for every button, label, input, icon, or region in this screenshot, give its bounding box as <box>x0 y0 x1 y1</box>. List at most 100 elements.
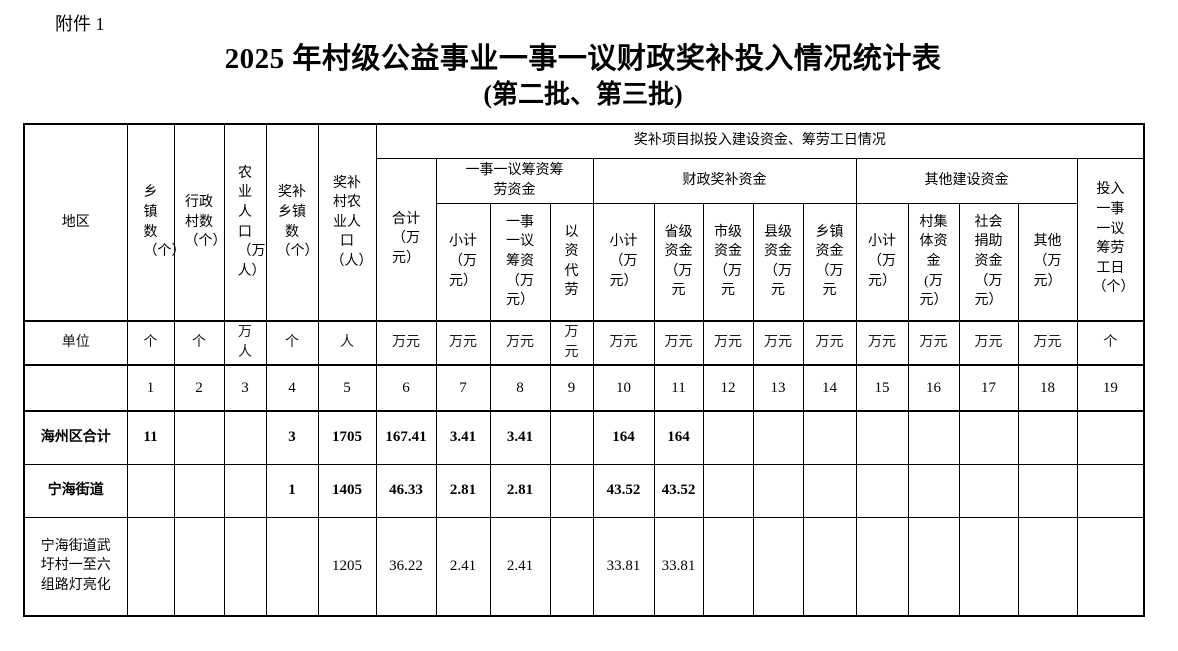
column-subheader: 省级资金（万元 <box>653 202 704 322</box>
data-cell: 3.41 <box>435 410 491 465</box>
data-cell: 33.81 <box>592 516 655 617</box>
column-number: 14 <box>802 364 857 412</box>
data-cell: 46.33 <box>375 463 437 518</box>
column-header: 农业人口（万人） <box>223 123 267 322</box>
data-cell <box>907 463 960 518</box>
data-cell <box>223 516 267 617</box>
data-cell <box>907 410 960 465</box>
group-subheader: 一事一议筹资筹劳资金 <box>435 157 594 204</box>
column-number: 9 <box>549 364 594 412</box>
data-cell <box>1017 410 1078 465</box>
data-cell <box>126 516 175 617</box>
data-cell <box>802 410 857 465</box>
unit-cell: 个 <box>1076 320 1145 366</box>
units-row-label: 单位 <box>23 320 128 366</box>
unit-cell: 万元 <box>907 320 960 366</box>
column-header: 奖补乡镇数（个） <box>265 123 319 322</box>
column-subheader: 县级资金（万元 <box>752 202 804 322</box>
data-cell <box>958 463 1019 518</box>
title-block: 2025 年村级公益事业一事一议财政奖补投入情况统计表 (第二批、第三批) <box>23 40 1143 111</box>
column-number: 11 <box>653 364 704 412</box>
column-number: 12 <box>702 364 754 412</box>
column-subheader: 一事一议筹资（万元） <box>489 202 551 322</box>
column-number: 13 <box>752 364 804 412</box>
data-cell <box>907 516 960 617</box>
unit-cell: 万元 <box>435 320 491 366</box>
column-subheader: 市级资金（万元 <box>702 202 754 322</box>
corner-header-region: 地区 <box>23 123 128 322</box>
data-cell <box>855 410 909 465</box>
group-subheader: 财政奖补资金 <box>592 157 857 204</box>
data-cell: 1705 <box>317 410 377 465</box>
data-cell: 2.81 <box>489 463 551 518</box>
column-subheader: 社会捐助资金（万元） <box>958 202 1019 322</box>
statistics-table: 地区 乡镇数（个） 行政村数（个） 农业人口（万人） 奖补乡镇数（个） 奖补村农业人口（人… <box>23 123 1146 617</box>
data-cell <box>752 463 804 518</box>
column-subheader: 小计（万元） <box>855 202 909 322</box>
data-cell <box>223 410 267 465</box>
data-cell <box>802 516 857 617</box>
unit-cell: 万元 <box>375 320 437 366</box>
column-number: 5 <box>317 364 377 412</box>
data-cell: 2.81 <box>435 463 491 518</box>
column-number: 3 <box>223 364 267 412</box>
data-cell <box>1017 516 1078 617</box>
column-header: 奖补村农业人口（人） <box>317 123 377 322</box>
unit-cell: 万元 <box>702 320 754 366</box>
data-cell <box>702 516 754 617</box>
column-number: 6 <box>375 364 437 412</box>
column-number: 17 <box>958 364 1019 412</box>
column-subheader: 以资代劳 <box>549 202 594 322</box>
unit-cell: 个 <box>126 320 175 366</box>
data-cell <box>855 516 909 617</box>
unit-cell: 万元 <box>958 320 1019 366</box>
column-number: 7 <box>435 364 491 412</box>
data-cell <box>173 463 225 518</box>
column-subheader: 其他（万元） <box>1017 202 1078 322</box>
unit-cell: 万元 <box>549 320 594 366</box>
unit-cell: 个 <box>173 320 225 366</box>
page-title: 2025 年村级公益事业一事一议财政奖补投入情况统计表 <box>224 43 942 75</box>
column-header: 行政村数（个） <box>173 123 227 322</box>
unit-cell: 人 <box>317 320 377 366</box>
data-cell <box>549 516 594 617</box>
data-cell <box>1017 463 1078 518</box>
document-page: 附件 1 2025 年村级公益事业一事一议财政奖补投入情况统计表 (第二批、第三… <box>23 14 1146 617</box>
column-number: 19 <box>1076 364 1145 412</box>
unit-cell: 万元 <box>592 320 655 366</box>
region-cell: 宁海街道 <box>23 463 128 518</box>
unit-cell: 万元 <box>1017 320 1078 366</box>
data-cell <box>855 463 909 518</box>
data-cell: 3.41 <box>489 410 551 465</box>
data-cell <box>958 516 1019 617</box>
data-cell: 164 <box>653 410 704 465</box>
column-subheader: 乡镇资金（万元 <box>802 202 857 322</box>
unit-cell: 万人 <box>223 320 267 366</box>
column-number: 8 <box>489 364 551 412</box>
data-cell: 164 <box>592 410 655 465</box>
data-cell <box>752 410 804 465</box>
data-cell: 2.41 <box>435 516 491 617</box>
data-cell <box>1076 516 1145 617</box>
data-cell <box>126 463 175 518</box>
data-cell <box>802 463 857 518</box>
column-header: 乡镇数（个） <box>126 123 186 322</box>
column-number: 4 <box>265 364 319 412</box>
data-cell: 33.81 <box>653 516 704 617</box>
data-cell: 3 <box>265 410 319 465</box>
data-cell: 1405 <box>317 463 377 518</box>
data-cell <box>549 410 594 465</box>
unit-cell: 个 <box>265 320 319 366</box>
unit-cell: 万元 <box>653 320 704 366</box>
attachment-label: 附件 1 <box>55 14 105 34</box>
data-cell: 43.52 <box>653 463 704 518</box>
data-cell <box>173 410 225 465</box>
column-subheader: 村集体资金(万元） <box>907 202 960 322</box>
data-cell <box>549 463 594 518</box>
column-subheader: 小计（万元） <box>592 202 655 322</box>
group-subheader: 投入一事一议筹劳工日（个） <box>1076 157 1145 322</box>
group-header: 奖补项目拟投入建设资金、筹劳工日情况 <box>375 123 1145 159</box>
region-blank-cell <box>23 364 128 412</box>
unit-cell: 万元 <box>489 320 551 366</box>
unit-cell: 万元 <box>752 320 804 366</box>
